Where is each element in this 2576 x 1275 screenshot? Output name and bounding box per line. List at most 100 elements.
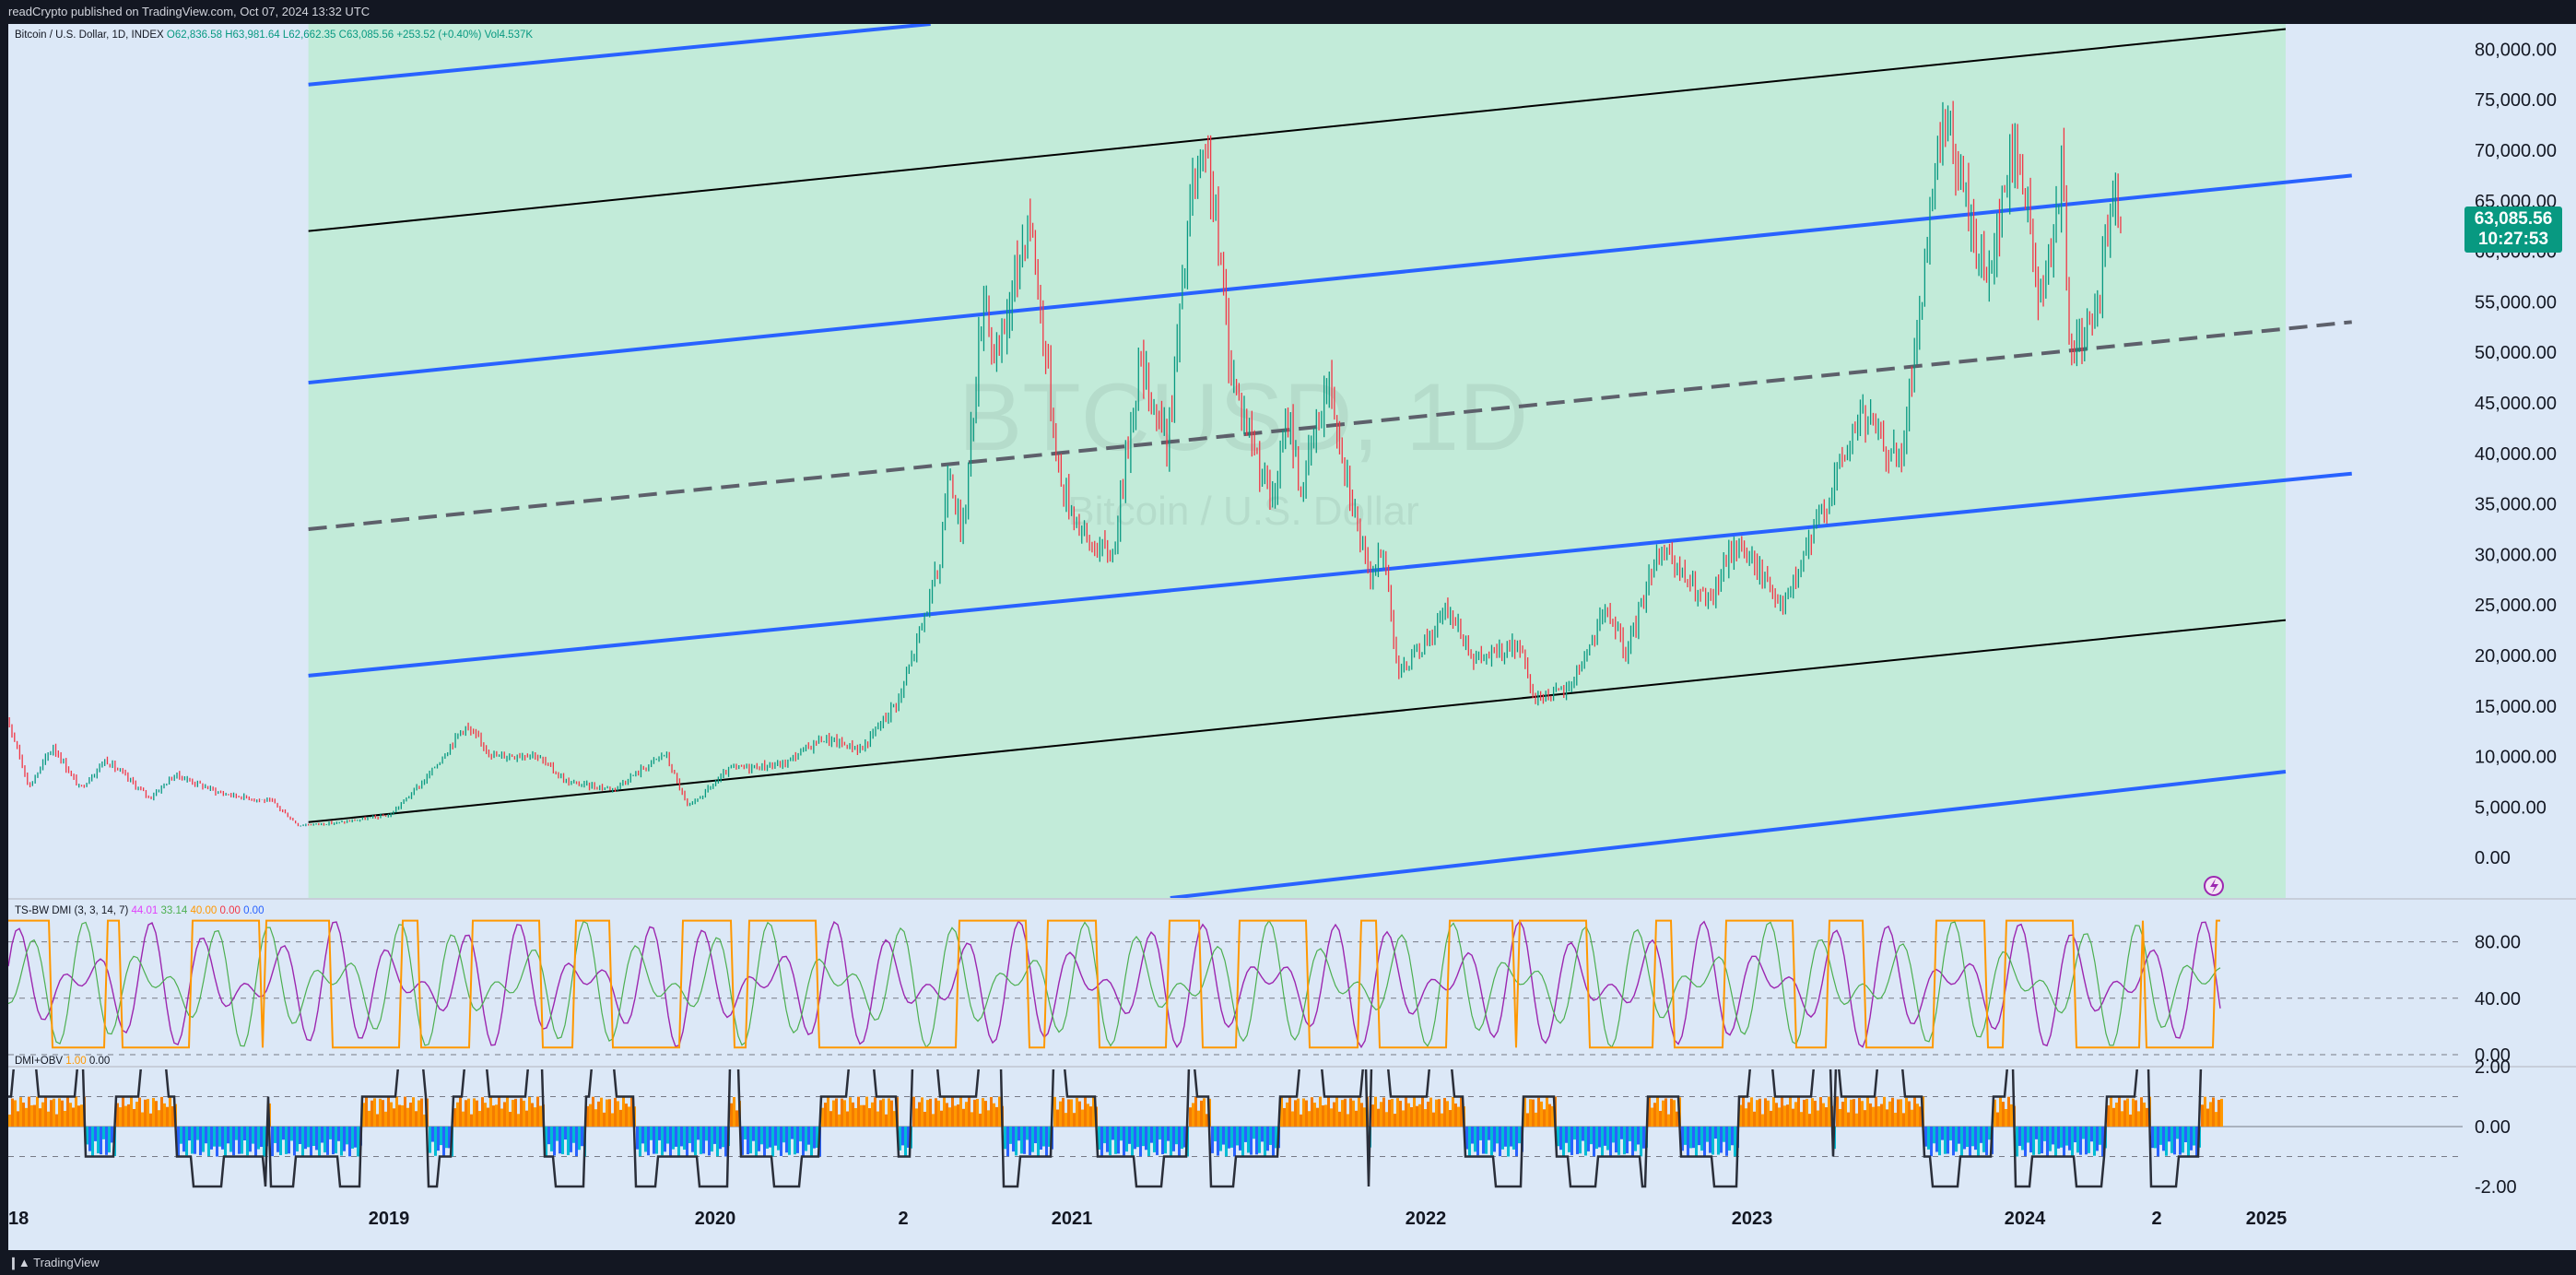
indicator2-bar (1347, 1114, 1349, 1127)
indicator2-bar (163, 1103, 166, 1127)
indicator2-bar (716, 1127, 719, 1157)
indicator2-bar (1333, 1102, 1335, 1127)
indicator2-bar (675, 1127, 677, 1147)
blue-channel-lower[interactable] (308, 471, 2352, 678)
indicator2-bar (993, 1103, 995, 1127)
indicator2-bar (53, 1098, 55, 1127)
indicator2-bar (169, 1096, 171, 1127)
indicator2-bar (1029, 1127, 1031, 1156)
indicator2-bar (1145, 1127, 1147, 1151)
lightning-alert-icon[interactable] (2204, 876, 2224, 896)
legend-symbol-name[interactable]: Bitcoin / U.S. Dollar, 1D, INDEX (15, 30, 164, 41)
indicator2-bar (1261, 1127, 1264, 1142)
indicator2-bar (1891, 1097, 1894, 1127)
indicator2-bar (1015, 1127, 1017, 1156)
indicator2-bar (1557, 1127, 1559, 1147)
indicator2-bar (1134, 1127, 1136, 1150)
time-axis-label: 2021 (1052, 1209, 1093, 1229)
indicator2-bar (1662, 1100, 1664, 1127)
indicator2-bar (1806, 1098, 1808, 1127)
indicator2-bar (965, 1102, 968, 1127)
indicator2-bar (1797, 1097, 1800, 1127)
indicator2-bar (713, 1127, 716, 1144)
indicator2-bar (1349, 1098, 1352, 1127)
indicator2-bar (653, 1127, 655, 1154)
indicator2-bar (282, 1127, 285, 1140)
indicator2-bar (578, 1127, 581, 1151)
indicator2-bar (1714, 1127, 1717, 1139)
indicator2-bar (1584, 1127, 1587, 1156)
indicator2-bar (171, 1105, 174, 1127)
indicator2-bar (1897, 1099, 1900, 1127)
indicator2-name[interactable]: DMI+OBV (15, 1056, 64, 1067)
indicator2-bar (1877, 1105, 1880, 1127)
indicator2-bar (467, 1098, 470, 1127)
indicator2-bar (1300, 1114, 1302, 1127)
indicator2-bar (1717, 1127, 1720, 1155)
indicator2-bar (2096, 1127, 2099, 1151)
indicator2-legend[interactable]: DMI+OBV 1.00 0.00 (15, 1056, 110, 1067)
price-axis[interactable]: 80,000.0075,000.0070,000.0065,000.0060,0… (2475, 40, 2557, 868)
indicator2-bar (1700, 1127, 1703, 1151)
indicator1-tick: 80.00 (2475, 933, 2521, 953)
indicator2-bar (1269, 1127, 1272, 1145)
indicator2-axis[interactable]: 2.00 0.00 -2.00 (2475, 1057, 2517, 1198)
indicator2-bar (1233, 1127, 1236, 1157)
indicator2-bar (329, 1127, 332, 1139)
indicator2-bar (1479, 1127, 1482, 1140)
indicator2-bar (782, 1127, 785, 1143)
chart-canvas[interactable]: BTCUSD, 1D Bitcoin / U.S. Dollar 80,000.… (0, 24, 2576, 1250)
indicator2-bar (456, 1102, 459, 1127)
indicator1-legend[interactable]: TS-BW DMI (3, 3, 14, 7) 44.01 33.14 40.0… (15, 905, 264, 916)
symbol-legend[interactable]: Bitcoin / U.S. Dollar, 1D, INDEX O62,836… (15, 30, 533, 41)
indicator2-bar (940, 1110, 943, 1127)
indicator2-bar (1454, 1103, 1457, 1127)
indicator2-bar (1308, 1111, 1311, 1127)
indicator2-bar (821, 1107, 824, 1127)
indicator2-bar (2118, 1097, 2121, 1127)
indicator2-bar (1112, 1127, 1114, 1140)
indicator2-bar (1653, 1103, 1656, 1127)
indicator2-bar (899, 1127, 901, 1151)
indicator2-bar (824, 1103, 827, 1127)
indicator2-bar (105, 1127, 108, 1155)
indicator2-bar (124, 1105, 127, 1127)
indicator2-bar (97, 1127, 100, 1154)
indicator2-bar (1999, 1097, 2002, 1127)
indicator2-bar (343, 1127, 346, 1151)
indicator1-name[interactable]: TS-BW DMI (3, 3, 14, 7) (15, 905, 129, 916)
indicator1-axis[interactable]: 80.00 40.00 0.00 (2475, 933, 2521, 1066)
blue-channel-upper[interactable] (308, 173, 2352, 385)
indicator2-bar (2143, 1102, 2146, 1127)
chart-frame[interactable]: BTCUSD, 1D Bitcoin / U.S. Dollar 80,000.… (0, 24, 2576, 1250)
indicator2-bar (279, 1127, 282, 1155)
indicator2-bar (1734, 1127, 1736, 1157)
indicator2-bar (481, 1097, 484, 1127)
blue-channel-top[interactable] (308, 24, 931, 87)
black-channel-upper[interactable] (308, 28, 2287, 232)
footer-brand[interactable]: TradingView (33, 1256, 100, 1269)
price-axis-tick: 75,000.00 (2475, 90, 2557, 111)
indicator2-bar (207, 1127, 210, 1157)
indicator2-bar (357, 1127, 359, 1157)
indicator2-bar (1952, 1127, 1955, 1156)
indicator2-bar (644, 1127, 647, 1152)
black-channel-lower[interactable] (308, 619, 2287, 823)
blue-channel-bottom[interactable] (1170, 770, 2287, 898)
indicator2-bar (677, 1127, 680, 1157)
indicator2-bar (39, 1108, 41, 1127)
indicator2-bar (307, 1127, 310, 1148)
indicator2-bar (1775, 1103, 1778, 1127)
indicator2-bar (1147, 1127, 1150, 1157)
indicator2-bar (893, 1111, 896, 1127)
indicator2-bar (1159, 1127, 1161, 1140)
tradingview-logo-icon[interactable]: ❙▲ (8, 1256, 30, 1269)
median-line[interactable] (308, 320, 2352, 531)
indicator2-bar (1548, 1104, 1551, 1127)
indicator2-bar (1988, 1127, 1991, 1140)
indicator2-bar (1817, 1110, 1819, 1127)
watermark-ticker: BTCUSD, 1D (959, 364, 1528, 471)
indicator2-bar (636, 1127, 639, 1150)
indicator2-bar (1880, 1104, 1883, 1127)
price-axis-tick: 40,000.00 (2475, 444, 2557, 465)
